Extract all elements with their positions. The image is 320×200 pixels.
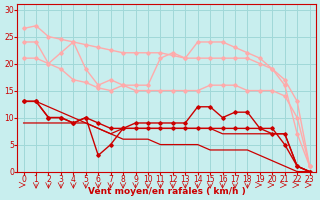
X-axis label: Vent moyen/en rafales ( km/h ): Vent moyen/en rafales ( km/h ) <box>88 187 245 196</box>
